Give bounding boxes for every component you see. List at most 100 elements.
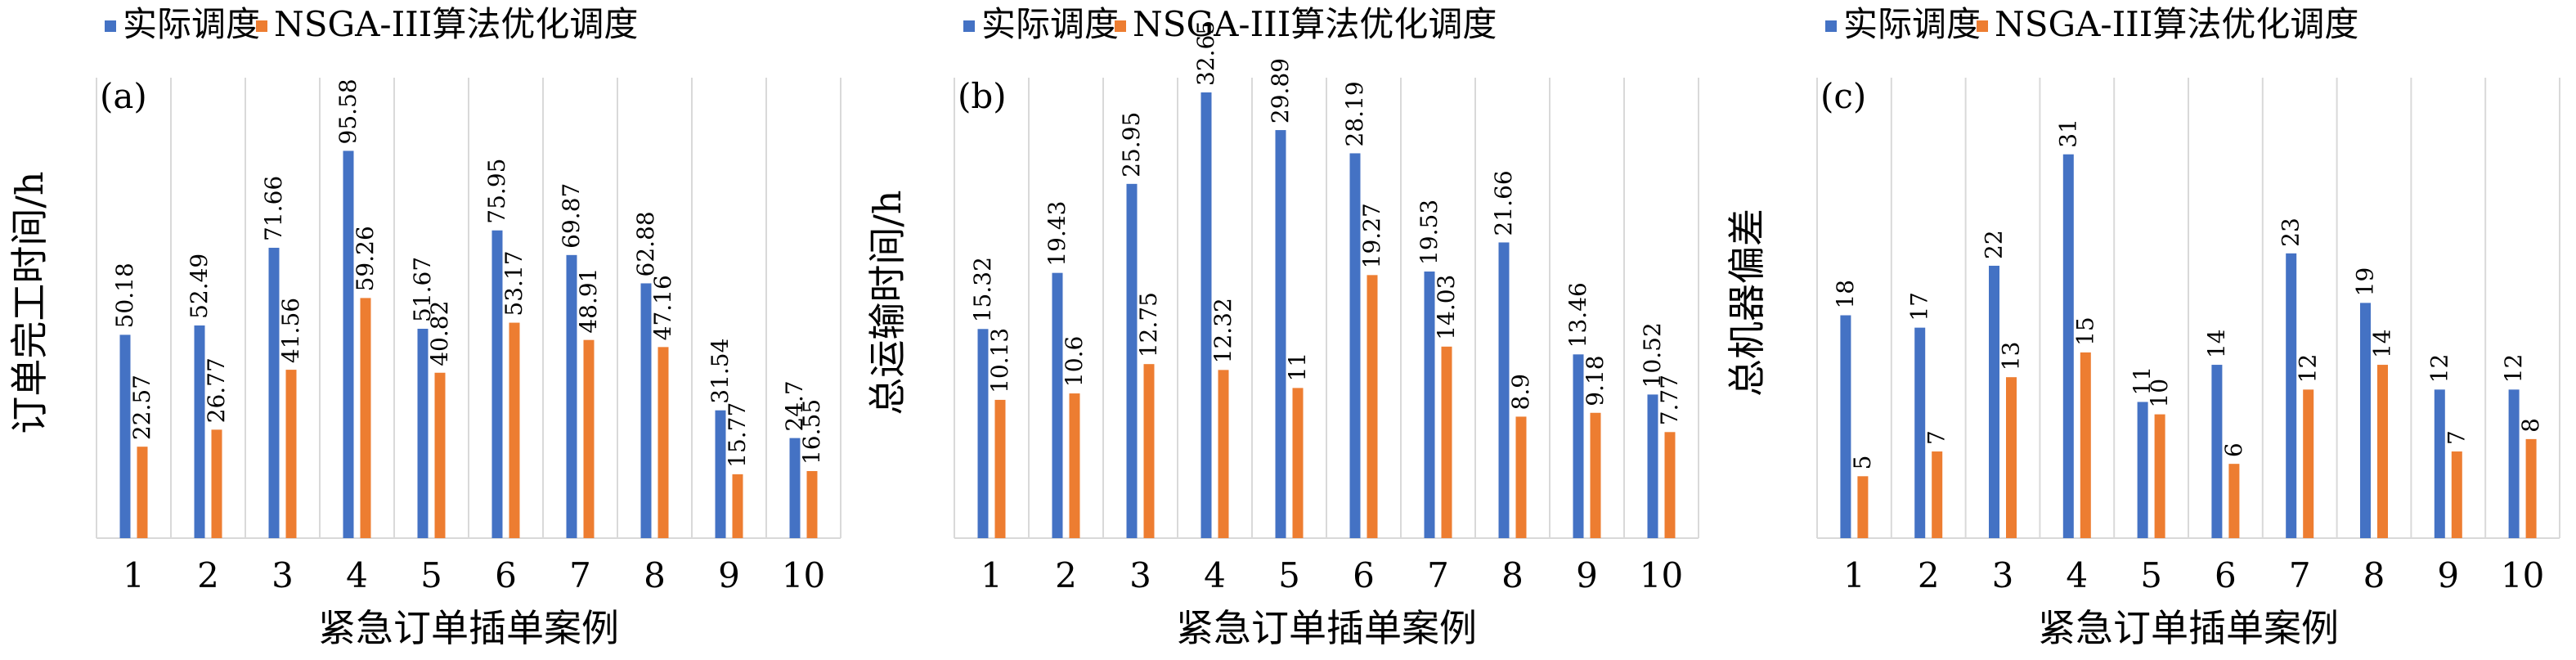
bar-optimized xyxy=(1590,412,1601,538)
legend-swatch-optimized xyxy=(256,20,267,32)
data-label-optimized: 7 xyxy=(2443,430,2470,445)
legend-label-optimized: NSGA-III算法优化调度 xyxy=(274,4,638,44)
legend-label-actual: 实际调度 xyxy=(981,4,1119,44)
bar-actual xyxy=(1573,354,1584,538)
bar-actual xyxy=(2286,253,2297,538)
bar-optimized xyxy=(2154,414,2165,538)
data-label-actual: 31.54 xyxy=(707,339,734,404)
bar-optimized xyxy=(806,471,818,538)
x-tick-label: 7 xyxy=(1427,555,1449,595)
bar-actual xyxy=(2137,402,2148,538)
chart-panel-3: 实际调度 NSGA-III算法优化调度(c)总机器偏差紧急订单插单案例118521… xyxy=(1725,4,2560,650)
data-label-optimized: 7 xyxy=(1923,430,1950,445)
bar-actual xyxy=(2434,389,2445,538)
bar-actual xyxy=(343,150,354,538)
x-tick-label: 3 xyxy=(1129,555,1151,595)
bar-optimized xyxy=(1664,432,1676,538)
data-label-optimized: 8.9 xyxy=(1507,374,1534,411)
bar-actual xyxy=(194,325,205,538)
data-label-actual: 19.53 xyxy=(1416,200,1443,265)
data-label-optimized: 7.77 xyxy=(1656,375,1683,425)
x-tick-label: 10 xyxy=(2501,555,2544,595)
data-label-actual: 52.49 xyxy=(186,254,213,319)
bar-actual xyxy=(268,247,280,538)
x-axis-label: 紧急订单插单案例 xyxy=(2038,606,2339,650)
bar-actual xyxy=(789,438,801,538)
x-tick-label: 7 xyxy=(2289,555,2311,595)
bar-actual xyxy=(2062,154,2074,538)
bar-optimized xyxy=(732,474,743,538)
legend-swatch-optimized xyxy=(1977,20,1988,32)
data-label-actual: 22 xyxy=(1981,230,2008,259)
chart-panel-1: 实际调度 NSGA-III算法优化调度 (a) 订单完工时间/h 紧急订单插单案例 1 50… xyxy=(7,4,841,650)
data-label-optimized: 13 xyxy=(1998,342,2025,371)
bar-optimized xyxy=(1932,451,1943,538)
panel-label: (b) xyxy=(958,76,1007,116)
data-label-actual: 12 xyxy=(2426,354,2453,384)
x-tick-label: 4 xyxy=(2066,555,2088,595)
data-label-actual: 28.19 xyxy=(1341,81,1368,146)
data-label-optimized: 12 xyxy=(2295,354,2322,384)
bar-actual xyxy=(2508,389,2520,538)
x-tick-label: 2 xyxy=(197,555,219,595)
x-tick-label: 9 xyxy=(1576,555,1598,595)
bar-optimized xyxy=(1292,388,1304,538)
bar-actual xyxy=(1989,265,1999,538)
bar-actual xyxy=(491,230,503,538)
bar-optimized xyxy=(2080,352,2091,538)
bar-actual xyxy=(2360,303,2371,538)
data-label-actual: 24.7 xyxy=(781,380,808,431)
data-label-actual: 19 xyxy=(2352,267,2379,297)
bar-optimized xyxy=(657,347,669,538)
data-label-optimized: 40.82 xyxy=(426,301,453,366)
x-tick-label: 5 xyxy=(420,555,442,595)
data-label-actual: 14 xyxy=(2203,329,2230,358)
legend-label-actual: 实际调度 xyxy=(1843,4,1981,44)
data-label-optimized: 15.77 xyxy=(724,402,751,468)
bar-optimized xyxy=(137,447,148,538)
bar-optimized xyxy=(285,370,297,538)
x-tick-label: 8 xyxy=(2363,555,2385,595)
data-label-optimized: 5 xyxy=(1849,455,1876,469)
x-tick-label: 1 xyxy=(1843,555,1865,595)
x-tick-label: 10 xyxy=(782,555,825,595)
data-label-optimized: 8 xyxy=(2517,418,2544,433)
x-tick-label: 4 xyxy=(1204,555,1226,595)
bar-actual xyxy=(1840,315,1851,538)
legend-swatch-actual xyxy=(105,20,116,32)
x-axis-label: 紧急订单插单案例 xyxy=(318,606,619,650)
bar-optimized xyxy=(1069,393,1080,538)
data-label-actual: 23 xyxy=(2278,218,2304,247)
bar-actual xyxy=(1126,183,1138,538)
bar-actual xyxy=(417,328,429,538)
data-label-optimized: 41.56 xyxy=(277,298,304,363)
bar-actual xyxy=(640,283,652,538)
chart-panel-2: 实际调度 NSGA-III算法优化调度 (b) 总运输时间/h 紧急订单插单案例 1 15.… xyxy=(865,4,1699,650)
x-tick-label: 7 xyxy=(569,555,591,595)
x-tick-label: 4 xyxy=(346,555,368,595)
data-label-optimized: 10.6 xyxy=(1061,336,1088,387)
bar-optimized xyxy=(2377,365,2388,538)
legend-swatch-optimized xyxy=(1115,20,1126,32)
bar-actual xyxy=(119,334,131,538)
data-label-actual: 95.58 xyxy=(334,79,361,144)
bar-actual xyxy=(566,254,577,538)
x-tick-label: 8 xyxy=(1501,555,1524,595)
data-label-optimized: 11 xyxy=(1284,352,1311,382)
bar-actual xyxy=(1200,92,1212,538)
legend: 实际调度 NSGA-III算法优化调度 xyxy=(963,4,1497,44)
data-label-optimized: 26.77 xyxy=(203,357,230,423)
data-label-actual: 29.89 xyxy=(1267,58,1294,123)
bar-actual xyxy=(977,329,989,538)
data-label-optimized: 14.03 xyxy=(1433,275,1460,340)
data-label-actual: 69.87 xyxy=(558,183,585,249)
panel-label: (c) xyxy=(1820,76,1866,116)
legend: 实际调度 NSGA-III算法优化调度 xyxy=(1825,4,2358,44)
data-label-actual: 10.52 xyxy=(1639,322,1666,388)
data-label-optimized: 15 xyxy=(2071,317,2098,346)
x-tick-label: 5 xyxy=(1278,555,1300,595)
x-tick-label: 9 xyxy=(718,555,740,595)
data-label-actual: 17 xyxy=(1906,292,1933,321)
x-tick-label: 1 xyxy=(123,555,145,595)
